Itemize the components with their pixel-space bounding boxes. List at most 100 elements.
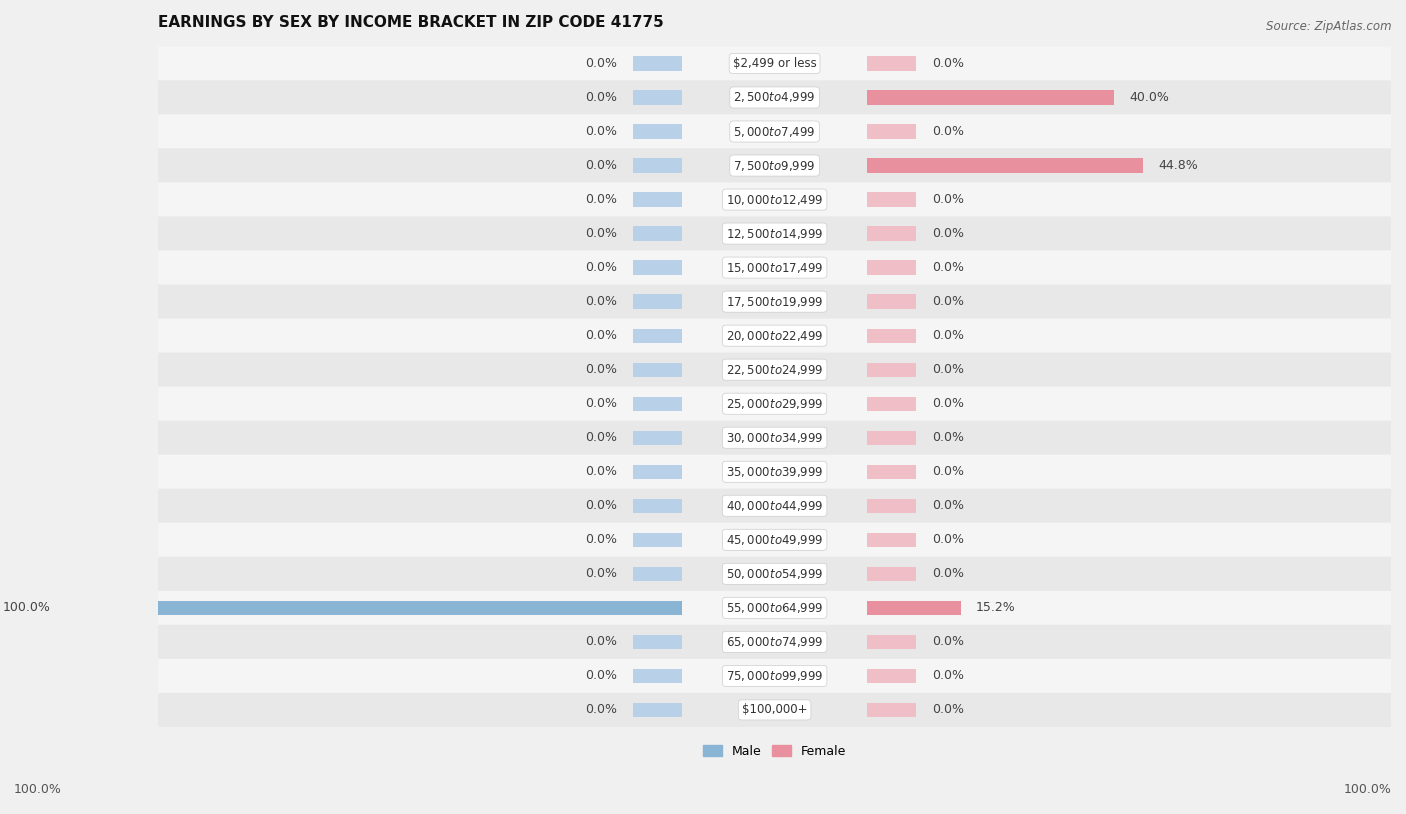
Bar: [633, 465, 682, 479]
Text: 0.0%: 0.0%: [585, 669, 617, 682]
Text: 0.0%: 0.0%: [585, 295, 617, 309]
Text: 0.0%: 0.0%: [932, 57, 963, 70]
FancyBboxPatch shape: [159, 387, 1391, 421]
Text: $75,000 to $99,999: $75,000 to $99,999: [725, 669, 824, 683]
Bar: [633, 159, 682, 173]
FancyBboxPatch shape: [159, 625, 1391, 659]
FancyBboxPatch shape: [159, 285, 1391, 318]
Bar: [633, 226, 682, 241]
Text: 0.0%: 0.0%: [932, 703, 963, 716]
Text: $65,000 to $74,999: $65,000 to $74,999: [725, 635, 824, 649]
Text: $5,000 to $7,499: $5,000 to $7,499: [734, 125, 815, 138]
Text: 0.0%: 0.0%: [585, 703, 617, 716]
FancyBboxPatch shape: [159, 557, 1391, 591]
Bar: [868, 159, 1143, 173]
FancyBboxPatch shape: [159, 318, 1391, 352]
Bar: [868, 635, 917, 649]
Bar: [868, 125, 917, 138]
Text: 0.0%: 0.0%: [585, 329, 617, 342]
Bar: [633, 295, 682, 309]
FancyBboxPatch shape: [159, 693, 1391, 727]
Bar: [633, 396, 682, 411]
FancyBboxPatch shape: [159, 46, 1391, 81]
Text: $55,000 to $64,999: $55,000 to $64,999: [725, 601, 824, 615]
Bar: [868, 396, 917, 411]
Bar: [633, 56, 682, 71]
Text: 100.0%: 100.0%: [1344, 783, 1392, 796]
Bar: [868, 56, 917, 71]
Text: Source: ZipAtlas.com: Source: ZipAtlas.com: [1267, 20, 1392, 33]
Bar: [633, 431, 682, 445]
Text: $15,000 to $17,499: $15,000 to $17,499: [725, 260, 824, 274]
Bar: [868, 90, 1114, 105]
Bar: [868, 702, 917, 717]
Text: $45,000 to $49,999: $45,000 to $49,999: [725, 533, 824, 547]
Text: $20,000 to $22,499: $20,000 to $22,499: [725, 329, 824, 343]
Text: 0.0%: 0.0%: [932, 125, 963, 138]
Text: $22,500 to $24,999: $22,500 to $24,999: [725, 363, 824, 377]
Bar: [868, 499, 917, 513]
Text: 0.0%: 0.0%: [932, 636, 963, 649]
Bar: [868, 260, 917, 275]
Text: 0.0%: 0.0%: [932, 499, 963, 512]
Text: 0.0%: 0.0%: [932, 193, 963, 206]
Bar: [868, 329, 917, 343]
FancyBboxPatch shape: [159, 421, 1391, 455]
Text: $40,000 to $44,999: $40,000 to $44,999: [725, 499, 824, 513]
Text: $25,000 to $29,999: $25,000 to $29,999: [725, 396, 824, 411]
Text: 0.0%: 0.0%: [932, 431, 963, 444]
Text: 0.0%: 0.0%: [585, 227, 617, 240]
Text: 0.0%: 0.0%: [932, 363, 963, 376]
Text: EARNINGS BY SEX BY INCOME BRACKET IN ZIP CODE 41775: EARNINGS BY SEX BY INCOME BRACKET IN ZIP…: [159, 15, 664, 30]
FancyBboxPatch shape: [159, 659, 1391, 693]
Bar: [633, 125, 682, 138]
Text: 0.0%: 0.0%: [585, 91, 617, 104]
Text: 0.0%: 0.0%: [932, 466, 963, 479]
FancyBboxPatch shape: [159, 251, 1391, 285]
Bar: [633, 532, 682, 547]
Bar: [868, 226, 917, 241]
Text: 0.0%: 0.0%: [932, 329, 963, 342]
FancyBboxPatch shape: [159, 148, 1391, 182]
FancyBboxPatch shape: [159, 488, 1391, 523]
FancyBboxPatch shape: [159, 352, 1391, 387]
Text: 0.0%: 0.0%: [585, 397, 617, 410]
FancyBboxPatch shape: [159, 523, 1391, 557]
Text: 0.0%: 0.0%: [932, 261, 963, 274]
Text: 44.8%: 44.8%: [1159, 159, 1198, 172]
FancyBboxPatch shape: [159, 182, 1391, 217]
Text: 0.0%: 0.0%: [932, 533, 963, 546]
Text: 0.0%: 0.0%: [585, 431, 617, 444]
Bar: [633, 567, 682, 581]
Text: 0.0%: 0.0%: [585, 567, 617, 580]
Bar: [868, 601, 960, 615]
Bar: [868, 465, 917, 479]
Text: $100,000+: $100,000+: [742, 703, 807, 716]
Text: 0.0%: 0.0%: [585, 499, 617, 512]
Text: 100.0%: 100.0%: [14, 783, 62, 796]
Bar: [868, 192, 917, 207]
Bar: [868, 362, 917, 377]
Text: 0.0%: 0.0%: [932, 295, 963, 309]
Bar: [633, 499, 682, 513]
Bar: [633, 635, 682, 649]
Bar: [868, 431, 917, 445]
FancyBboxPatch shape: [159, 81, 1391, 115]
FancyBboxPatch shape: [159, 591, 1391, 625]
Text: $50,000 to $54,999: $50,000 to $54,999: [725, 567, 824, 581]
Text: $35,000 to $39,999: $35,000 to $39,999: [725, 465, 824, 479]
FancyBboxPatch shape: [159, 217, 1391, 251]
Legend: Male, Female: Male, Female: [700, 741, 849, 762]
Text: $10,000 to $12,499: $10,000 to $12,499: [725, 193, 824, 207]
Text: $2,499 or less: $2,499 or less: [733, 57, 817, 70]
Bar: [66, 601, 682, 615]
Text: 0.0%: 0.0%: [932, 669, 963, 682]
Text: 0.0%: 0.0%: [585, 125, 617, 138]
Text: $7,500 to $9,999: $7,500 to $9,999: [734, 159, 815, 173]
FancyBboxPatch shape: [159, 115, 1391, 148]
Text: 0.0%: 0.0%: [585, 57, 617, 70]
Text: 0.0%: 0.0%: [585, 193, 617, 206]
Bar: [633, 90, 682, 105]
Text: 15.2%: 15.2%: [976, 602, 1017, 615]
Bar: [633, 669, 682, 683]
